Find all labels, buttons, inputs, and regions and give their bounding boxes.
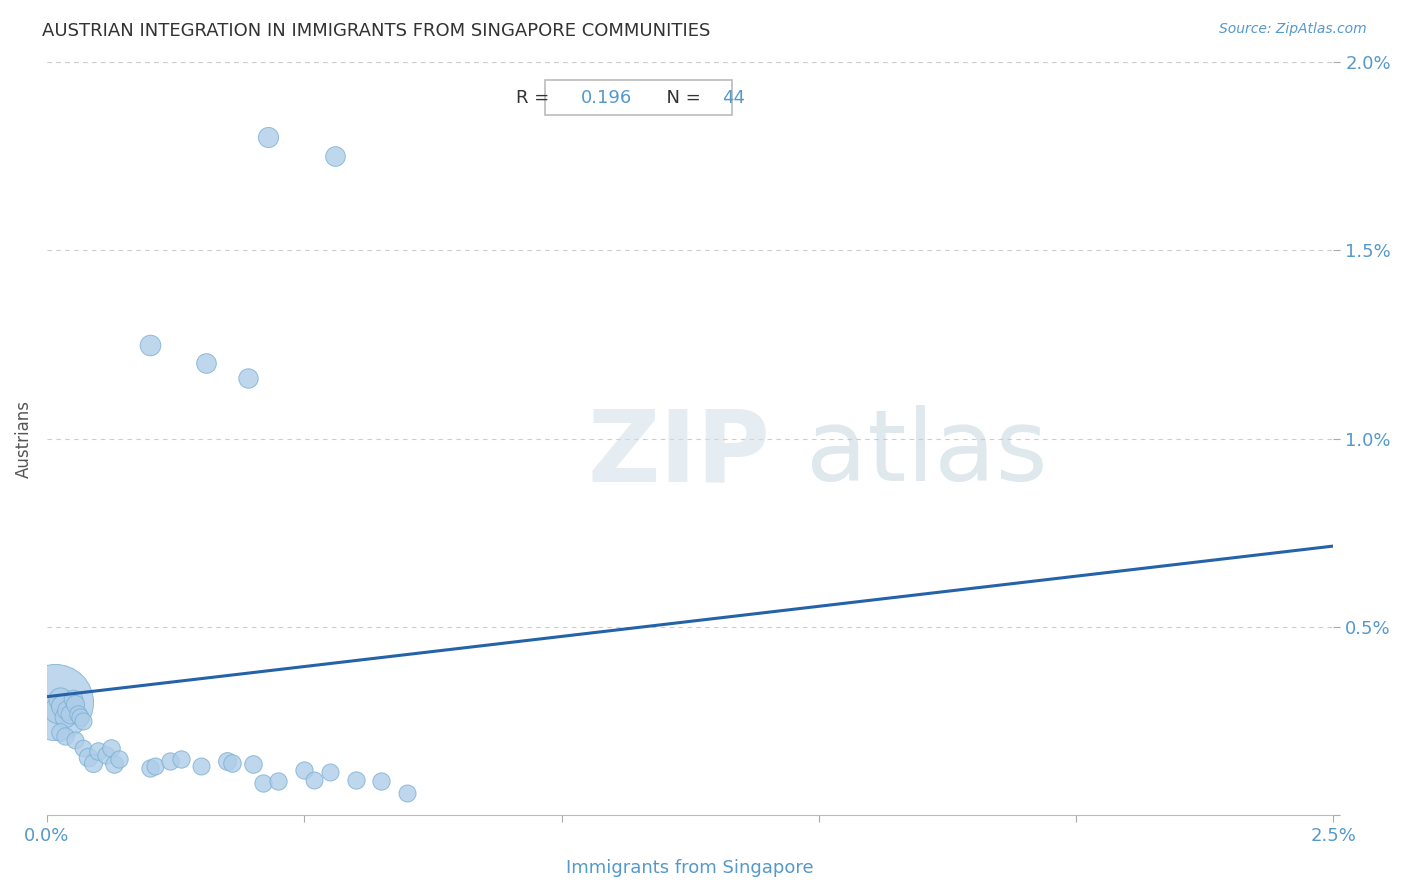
Point: [139, 761, 162, 775]
Point: [195, 356, 218, 370]
Point: [344, 772, 367, 787]
X-axis label: Immigrants from Singapore: Immigrants from Singapore: [567, 859, 814, 877]
Text: atlas: atlas: [806, 405, 1047, 502]
Text: R =: R =: [516, 88, 555, 106]
Point: [143, 759, 166, 773]
Point: [267, 774, 290, 789]
Text: Source: ZipAtlas.com: Source: ZipAtlas.com: [1219, 22, 1367, 37]
Point: [221, 756, 243, 770]
Point: [69, 710, 91, 724]
Point: [48, 725, 70, 739]
Point: [236, 371, 259, 385]
Point: [304, 772, 326, 787]
Point: [292, 763, 315, 777]
Text: ZIP: ZIP: [588, 405, 770, 502]
Point: [87, 744, 110, 758]
Point: [257, 130, 280, 145]
Point: [53, 710, 76, 724]
Point: [77, 750, 100, 764]
Point: [170, 752, 193, 766]
Point: [190, 759, 212, 773]
Point: [396, 786, 419, 800]
Point: [159, 754, 181, 768]
Point: [44, 695, 66, 709]
Text: 44: 44: [723, 88, 745, 106]
Point: [323, 149, 346, 163]
Point: [252, 776, 274, 790]
Point: [108, 752, 131, 766]
Point: [215, 754, 238, 768]
Point: [72, 740, 94, 755]
Point: [66, 706, 89, 721]
Point: [139, 337, 162, 351]
Text: N =: N =: [655, 88, 707, 106]
Point: [370, 774, 392, 789]
Point: [100, 740, 122, 755]
Text: R = 0.196   N = 44: R = 0.196 N = 44: [554, 88, 724, 106]
Point: [82, 756, 104, 770]
Point: [72, 714, 94, 728]
Text: 0.196: 0.196: [581, 88, 633, 106]
Point: [94, 747, 117, 762]
Point: [319, 764, 342, 779]
Point: [56, 703, 79, 717]
Point: [242, 757, 264, 772]
Point: [63, 697, 86, 711]
Point: [63, 733, 86, 747]
Point: [48, 691, 70, 706]
Point: [103, 757, 125, 772]
Point: [53, 729, 76, 743]
Point: [51, 699, 73, 714]
Y-axis label: Austrians: Austrians: [15, 400, 32, 478]
Point: [46, 703, 69, 717]
Point: [59, 706, 82, 721]
Text: AUSTRIAN INTEGRATION IN IMMIGRANTS FROM SINGAPORE COMMUNITIES: AUSTRIAN INTEGRATION IN IMMIGRANTS FROM …: [42, 22, 710, 40]
Point: [62, 691, 84, 706]
